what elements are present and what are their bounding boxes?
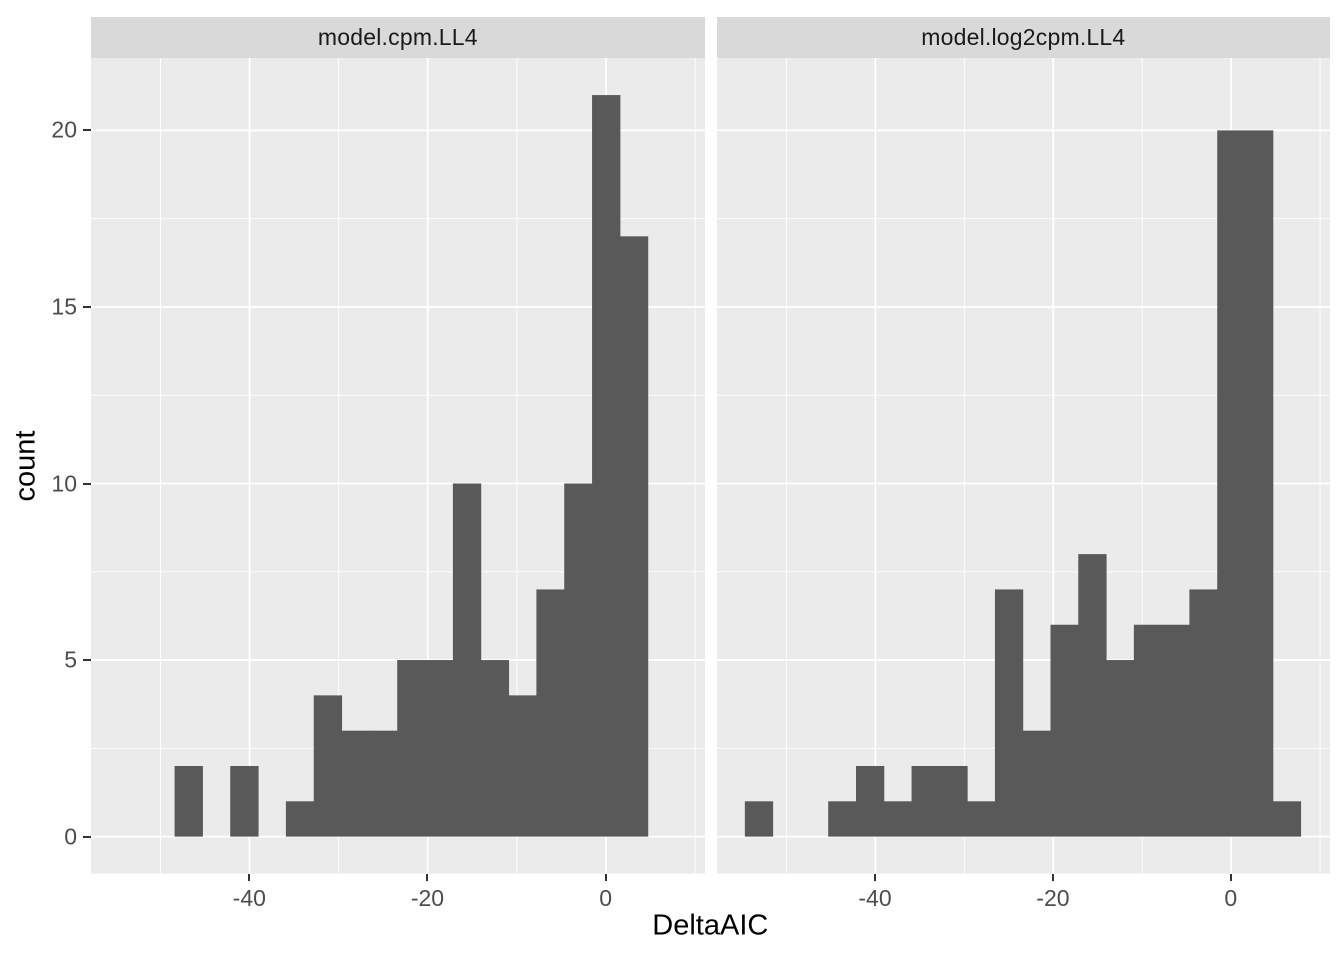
y-tick-mark [83, 305, 91, 308]
histogram-bar [1133, 624, 1162, 837]
y-tick-mark [83, 835, 91, 838]
y-tick-label: 10 [51, 470, 77, 496]
histogram-bar [1244, 130, 1273, 837]
histogram-bar [452, 483, 481, 837]
y-tick-mark [83, 482, 91, 485]
histogram-bar [174, 765, 203, 837]
y-tick-label: 5 [64, 646, 77, 673]
histogram-bar [480, 660, 509, 837]
histogram-bar [1216, 130, 1246, 837]
histogram-bar [827, 801, 857, 837]
x-tick-mark [426, 873, 429, 882]
y-tick-label: 20 [51, 116, 77, 143]
histogram-bar [619, 236, 648, 837]
y-tick-mark [83, 659, 91, 662]
x-tick-label: -20 [410, 885, 445, 911]
histogram-bar [285, 801, 314, 837]
histogram-bar [1189, 589, 1218, 837]
x-tick-label: 0 [1224, 885, 1238, 911]
histogram-bar [508, 695, 537, 837]
x-tick-label: 0 [599, 885, 613, 911]
x-tick-mark [604, 873, 607, 882]
histogram-bar [1161, 624, 1190, 837]
y-tick-mark [83, 129, 91, 132]
facet-strip: model.cpm.LL4 [90, 16, 705, 58]
x-tick-mark [248, 873, 251, 882]
histogram-bar [855, 765, 884, 837]
facet-panel [716, 58, 1330, 874]
histogram-bar [994, 589, 1023, 837]
facet-strip-label: model.log2cpm.LL4 [921, 23, 1126, 50]
histogram-bar [1077, 554, 1107, 837]
histogram-bar [396, 660, 426, 837]
x-axis-title: DeltaAIC [652, 909, 769, 941]
facet-strip-label: model.cpm.LL4 [317, 23, 478, 50]
histogram-bar [313, 695, 342, 837]
histogram-bar [939, 765, 968, 837]
histogram-bar [341, 730, 370, 837]
histogram-bar [369, 730, 398, 837]
histogram-bar [883, 801, 912, 837]
histogram-bar [966, 801, 996, 837]
histogram-bar [424, 660, 454, 837]
histogram-bar [1272, 801, 1301, 837]
y-tick-label: 0 [64, 823, 77, 850]
x-tick-mark [1229, 873, 1232, 882]
facet-panel [90, 58, 705, 874]
y-tick-label: 15 [51, 293, 77, 320]
histogram-bar [229, 765, 259, 837]
histogram-bar [1050, 624, 1079, 837]
histogram-bar [591, 95, 621, 837]
histogram-bar [1022, 730, 1051, 837]
histogram-bar [1105, 660, 1135, 837]
x-tick-label: -40 [232, 885, 266, 911]
histogram-bar [536, 589, 565, 837]
x-tick-mark [874, 873, 877, 882]
histogram-bar [744, 801, 773, 837]
x-tick-label: -20 [1036, 885, 1070, 911]
x-tick-mark [1051, 873, 1054, 882]
facet-strip: model.log2cpm.LL4 [716, 16, 1330, 58]
x-tick-label: -40 [858, 885, 892, 911]
histogram-bar [911, 765, 940, 837]
histogram-bar [563, 483, 593, 837]
